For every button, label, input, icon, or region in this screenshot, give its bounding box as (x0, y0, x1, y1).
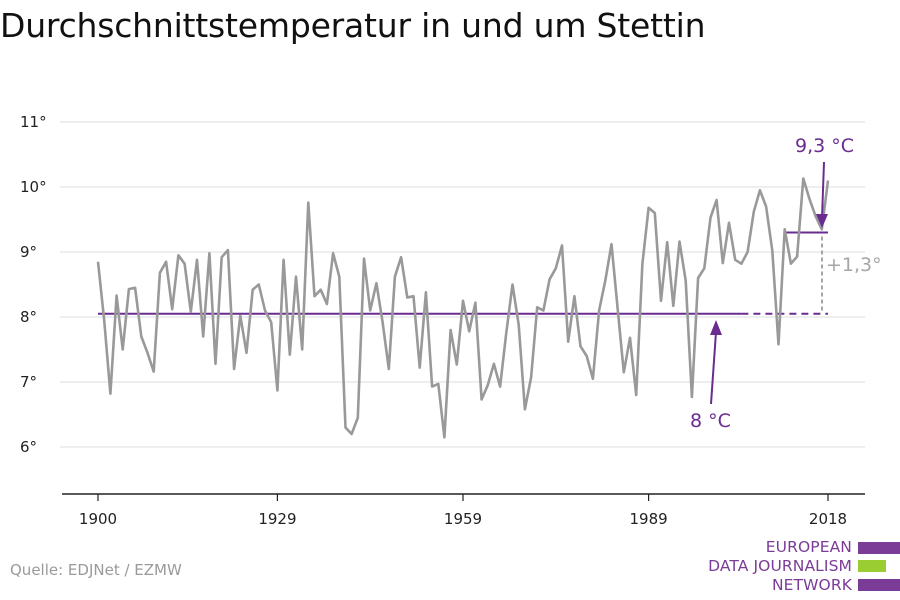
x-tick-label: 1989 (629, 510, 667, 528)
x-axis: 1900 1929 1959 1989 2018 (62, 493, 865, 528)
logo-bar-3 (858, 579, 900, 591)
chart-title: Durchschnittstemperatur in und um Stetti… (0, 6, 706, 45)
y-tick-label: 8° (20, 308, 37, 326)
recent-arrow-head (816, 214, 828, 228)
y-axis-ticks: 6° 7° 8° 9° 10° 11° (20, 113, 47, 456)
x-tick-label: 1959 (444, 510, 482, 528)
y-tick-label: 9° (20, 243, 37, 261)
logo-bar-2 (858, 560, 886, 572)
annotations: +1,3° 9,3 °C 8 °C (690, 135, 882, 432)
delta-label: +1,3° (826, 254, 882, 276)
temperature-line (96, 177, 830, 439)
x-tick-label: 1929 (258, 510, 296, 528)
logo-bar-1 (858, 542, 900, 554)
logo-line-3: NETWORK (771, 576, 852, 594)
edjnet-logo: EUROPEAN DATA JOURNALISM NETWORK (700, 537, 900, 597)
y-tick-label: 7° (20, 373, 37, 391)
y-tick-label: 6° (20, 438, 37, 456)
x-tick-label: 2018 (809, 510, 847, 528)
recent-temp-label: 9,3 °C (795, 135, 854, 157)
baseline-arrow-head (710, 320, 722, 335)
logo-line-1: EUROPEAN (765, 538, 852, 556)
baseline-arrow-shaft (710, 331, 717, 405)
recent-arrow-shaft (821, 161, 825, 219)
gridlines (60, 121, 865, 448)
y-tick-label: 11° (20, 113, 47, 131)
logo-line-2: DATA JOURNALISM (708, 557, 852, 575)
baseline-temp-label: 8 °C (690, 410, 731, 432)
x-tick-label: 1900 (79, 510, 117, 528)
y-tick-label: 10° (20, 178, 47, 196)
source-note: Quelle: EDJNet / EZMW (10, 561, 182, 579)
temperature-series (96, 177, 830, 439)
